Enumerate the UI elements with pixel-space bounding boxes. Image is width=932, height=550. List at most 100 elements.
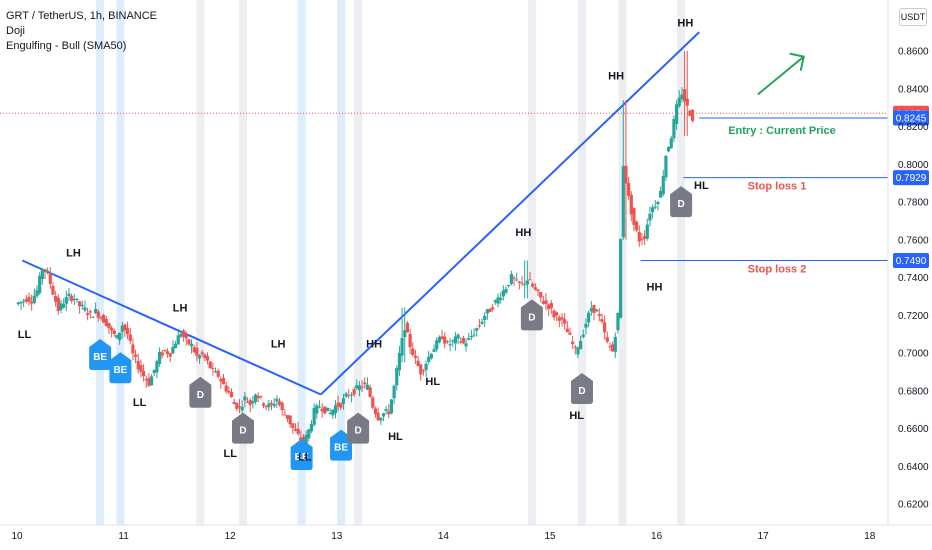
candle-body [603,322,607,333]
candle-body [40,269,44,280]
candle-body [86,313,90,316]
candle-body [35,290,39,297]
candle-body [408,333,412,348]
candle-body [629,194,633,215]
candle-body [488,308,492,313]
candle-body [651,207,655,213]
candle-body [658,190,663,198]
candle-body [483,315,487,321]
candle-body [80,304,84,307]
candle-body [568,332,572,335]
candle-body [104,319,108,326]
candle-body [219,379,223,382]
x-tick-label: 10 [11,531,23,542]
candle-body [30,301,34,304]
candle-body [437,336,442,343]
candle-body [517,281,521,283]
candle-body [507,284,511,287]
candle-body [584,323,588,328]
x-tick-label: 12 [225,531,237,542]
structure-label: LH [271,338,286,350]
candle-body [320,408,324,412]
candle-body [352,389,356,395]
candle-body [381,413,386,417]
candle-body [440,336,444,340]
candle-body [59,303,63,311]
candle-body [685,98,689,106]
currency-button[interactable]: USDT [899,8,927,26]
candle-body [264,405,268,408]
candle-body [453,336,457,344]
candle-body [544,300,548,304]
candle-body [78,301,82,307]
candle-body [70,295,74,301]
y-tick-label: 0.7800 [898,198,929,209]
x-tick-label: 13 [331,531,343,542]
candle-body [539,291,543,298]
candle-body [560,317,564,320]
candle-body [184,334,188,339]
candle-body [267,403,271,408]
candle-body [336,402,340,407]
candle-body [597,313,601,317]
highlight-band [196,0,205,525]
symbol-title[interactable]: GRT / TetherUS, 1h, BINANCE [6,10,158,22]
trendlines [21,31,700,396]
candle-body [189,343,194,347]
structure-label: HH [366,338,382,350]
candle-body [475,328,479,331]
indicator-engulfing[interactable]: Engulfing - Bull (SMA50) [6,40,127,52]
candle-body [99,317,103,319]
candle-body [411,348,415,356]
candle-body [208,361,212,369]
candle-body [645,224,649,239]
candle-body [682,89,687,102]
candle-body [672,119,676,139]
candle-body [56,297,60,311]
candle-body [499,297,503,300]
trendline [320,31,700,396]
candle-body [285,415,290,419]
highlight-band [297,0,306,525]
candle-body [395,368,399,386]
candle-body [363,382,367,385]
badge-label: D [528,312,535,323]
candle-body [464,343,468,347]
indicator-doji[interactable]: Doji [6,25,25,37]
candle-body [405,322,410,333]
candle-body [269,402,274,405]
candle-body [501,290,505,297]
doji-badge: D [570,372,593,404]
highlight-bands [96,0,686,525]
y-tick-label: 0.6600 [898,424,929,435]
candle-body [197,355,202,359]
x-tick-label: 15 [544,531,556,542]
candle-body [589,308,593,312]
candle-body [376,412,380,421]
time-axis[interactable]: 10 11 12 13 14 15 16 17 18 [0,524,932,542]
price-axis[interactable]: 0.6200 0.6400 0.6600 0.6800 0.7000 0.7200 0.74… [887,0,929,525]
candle-body [237,406,242,408]
candle-body [360,386,364,388]
badge-shape [330,429,353,461]
price-label-bg [893,170,929,186]
candle-body [643,236,647,239]
candle-body [259,396,263,398]
candle-body [19,301,23,304]
candle-body [118,332,122,341]
highlight-band [238,0,247,525]
candle-body [157,351,162,364]
candle-body [557,317,561,321]
candle-body [168,353,172,357]
y-tick-label: 0.8000 [898,160,929,171]
price-label: 0.8245 [896,114,927,125]
candle-body [277,401,282,405]
candles [16,51,695,451]
candle-body [549,303,553,309]
candle-body [32,295,36,304]
level-note: Entry : Current Price [728,125,836,137]
candle-body [232,402,236,405]
candle-body [533,287,537,290]
candle-body [456,334,460,339]
